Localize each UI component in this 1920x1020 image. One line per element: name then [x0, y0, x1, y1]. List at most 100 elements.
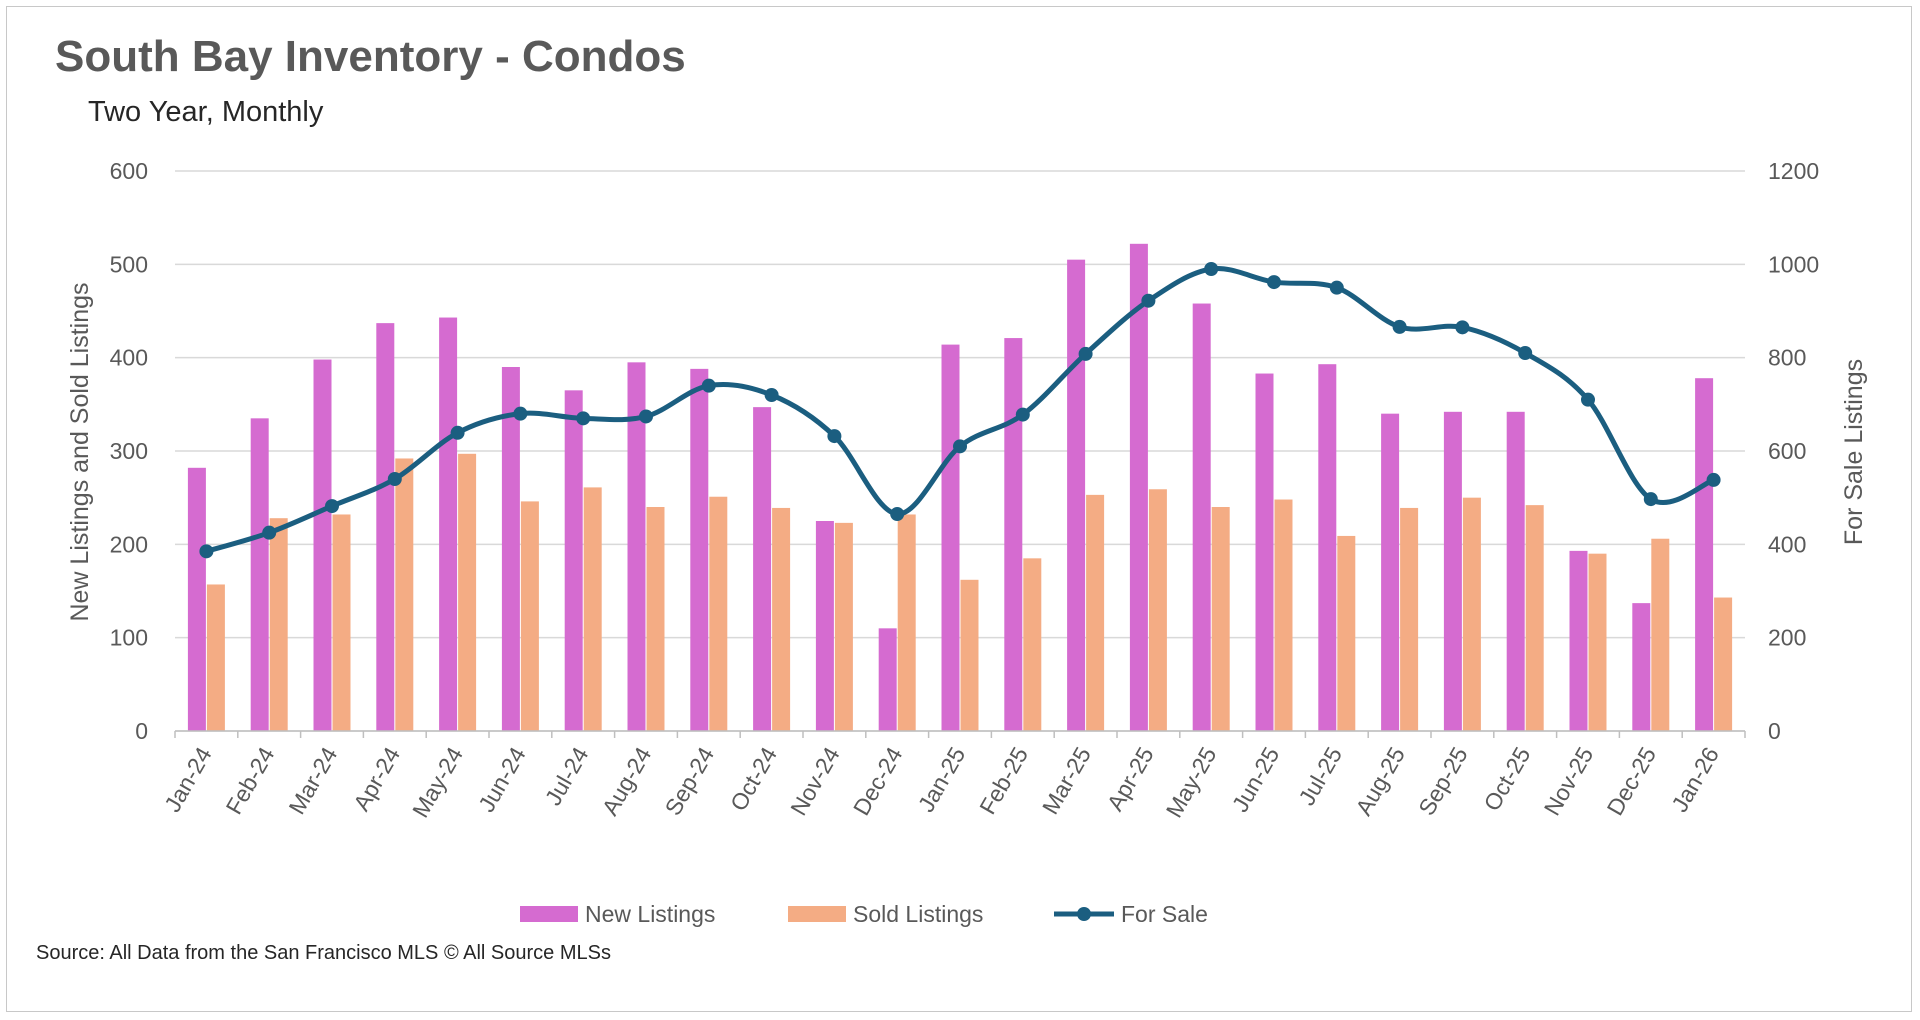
for-sale-point — [1518, 346, 1533, 360]
bar-sold-listings — [1462, 497, 1481, 731]
bar-sold-listings — [458, 453, 477, 731]
x-tick-label: Jul-24 — [540, 742, 594, 809]
y-tick-label-right: 0 — [1768, 718, 1781, 744]
bar-sold-listings — [583, 487, 602, 731]
bar-new-listings — [250, 418, 269, 731]
chart-subtitle: Two Year, Monthly — [88, 96, 324, 128]
for-sale-point — [701, 378, 716, 393]
y-tick-label-left: 500 — [110, 251, 148, 277]
chart-title: South Bay Inventory - Condos — [55, 32, 686, 81]
x-tick-label: Jun-24 — [473, 742, 531, 816]
bar-sold-listings — [269, 518, 288, 731]
bar-new-listings — [815, 521, 834, 731]
legend-label-for-sale: For Sale — [1121, 901, 1208, 927]
for-sale-point — [199, 544, 214, 559]
bar-new-listings — [1381, 413, 1400, 731]
for-sale-point — [953, 439, 967, 454]
bar-new-listings — [376, 323, 395, 731]
x-tick-label: Oct-24 — [725, 742, 782, 815]
y-tick-label-right: 400 — [1768, 531, 1806, 557]
bar-sold-listings — [395, 458, 414, 731]
bar-sold-listings — [646, 507, 665, 731]
x-tick-label: Apr-24 — [348, 742, 405, 815]
x-tick-label: Jun-25 — [1227, 743, 1285, 817]
bar-sold-listings — [1525, 505, 1544, 731]
x-tick-label: Dec-25 — [1602, 743, 1662, 820]
bar-new-listings — [1192, 303, 1211, 731]
for-sale-point — [1581, 392, 1595, 407]
y-tick-label-left: 200 — [110, 531, 148, 557]
x-tick-label: Mar-24 — [283, 742, 342, 818]
x-tick-label: Jan-25 — [913, 743, 971, 817]
bar-new-listings — [1443, 411, 1462, 731]
for-sale-point — [1015, 407, 1030, 422]
bar-new-listings — [564, 390, 583, 731]
bar-new-listings — [1632, 603, 1651, 731]
y-tick-label-left: 400 — [110, 345, 148, 371]
bar-sold-listings — [1086, 494, 1105, 731]
y-tick-label-left: 100 — [110, 625, 148, 651]
x-tick-label: Jan-24 — [159, 742, 217, 816]
bar-sold-listings — [897, 514, 916, 731]
bars — [187, 243, 1733, 732]
bar-sold-listings — [709, 496, 728, 731]
x-tick-label: Feb-24 — [221, 742, 280, 818]
bar-new-listings — [1004, 338, 1023, 731]
bar-sold-listings — [1588, 553, 1607, 731]
x-tick-label: Aug-24 — [597, 742, 657, 819]
bar-sold-listings — [520, 501, 539, 731]
for-sale-point — [1329, 280, 1344, 295]
bar-new-listings — [1255, 373, 1274, 731]
bar-new-listings — [690, 368, 709, 731]
y-tick-label-left: 600 — [110, 158, 148, 184]
bar-sold-listings — [206, 584, 225, 731]
bar-sold-listings — [1651, 538, 1670, 731]
y-tick-label-left: 0 — [135, 718, 148, 744]
for-sale-point — [450, 425, 465, 440]
legend: New Listings Sold Listings For Sale — [520, 901, 1208, 927]
legend-marker-for-sale — [1077, 907, 1091, 921]
bar-new-listings — [941, 344, 960, 731]
x-tick-label: Apr-25 — [1102, 743, 1159, 816]
for-sale-point — [1706, 472, 1721, 487]
y-axis-title-right: For Sale Listings — [1840, 359, 1868, 545]
bar-new-listings — [1067, 259, 1086, 731]
x-tick-label: May-25 — [1161, 743, 1222, 822]
y-tick-label-right: 1200 — [1768, 158, 1819, 184]
bar-sold-listings — [1400, 507, 1419, 731]
for-sale-point — [387, 472, 402, 486]
bar-sold-listings — [1148, 489, 1167, 731]
x-tick-label: Oct-25 — [1478, 743, 1535, 816]
for-sale-point — [1455, 320, 1470, 335]
bar-new-listings — [313, 359, 332, 731]
legend-swatch-sold-listings — [788, 906, 846, 922]
for-sale-point — [764, 388, 779, 402]
legend-label-sold-listings: Sold Listings — [853, 901, 983, 927]
bar-new-listings — [1695, 378, 1714, 731]
x-tick-label: Aug-25 — [1350, 743, 1410, 820]
for-sale-point — [890, 507, 905, 521]
bar-new-listings — [753, 407, 772, 731]
y-tick-label-left: 300 — [110, 438, 148, 464]
for-sale-point — [1078, 346, 1093, 361]
for-sale-point — [1392, 319, 1407, 334]
bar-new-listings — [1129, 243, 1148, 732]
for-sale-line — [199, 262, 1721, 559]
y-tick-label-right: 200 — [1768, 625, 1806, 651]
bar-new-listings — [878, 628, 897, 731]
legend-label-new-listings: New Listings — [585, 901, 715, 927]
legend-swatch-new-listings — [520, 906, 578, 922]
bar-sold-listings — [1023, 558, 1042, 731]
for-sale-point — [1267, 275, 1281, 290]
bar-new-listings — [187, 467, 206, 731]
bar-sold-listings — [332, 514, 351, 731]
bar-new-listings — [439, 317, 458, 731]
x-tick-label: Sep-25 — [1413, 743, 1473, 820]
x-tick-label: Sep-24 — [660, 742, 720, 819]
x-tick-label: Mar-25 — [1037, 743, 1096, 819]
for-sale-point — [827, 429, 842, 444]
for-sale-point — [1204, 262, 1219, 276]
bar-sold-listings — [1274, 499, 1293, 731]
x-tick-label: Feb-25 — [974, 743, 1033, 819]
